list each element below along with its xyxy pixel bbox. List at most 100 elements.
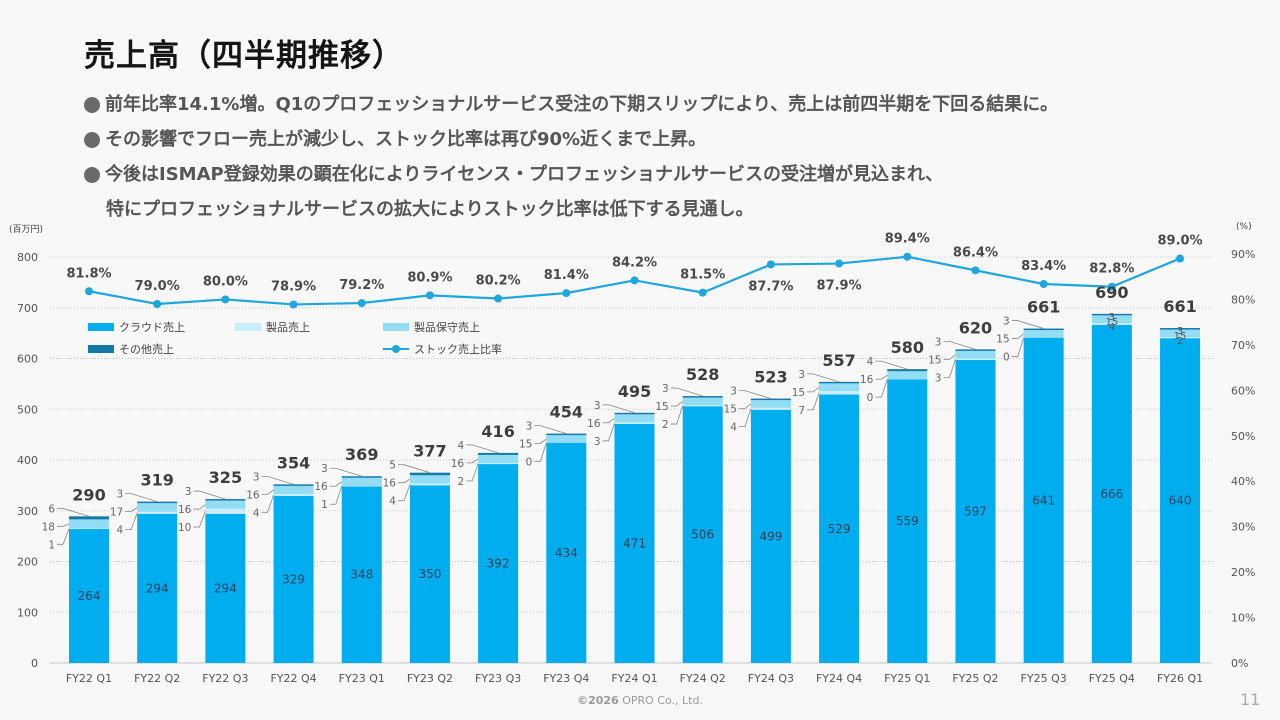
cloud-value-label: 294 [214,581,237,595]
total-value-label: 454 [550,403,583,422]
leader-line [738,408,752,427]
stock-ratio-label: 89.0% [1157,234,1202,249]
x-tick-label: FY23 Q3 [475,672,521,685]
total-value-label: 325 [209,468,242,487]
cloud-value-label: 348 [350,568,373,582]
product-value-label: 4 [730,422,737,434]
bar-segment-maintenance [137,503,178,512]
bar-segment-cloud [1023,337,1064,663]
bar-segment-other [341,476,382,478]
bar-segment-other [1160,328,1201,330]
bullet-text: 特にプロフェッショナルサービスの拡大によりストック比率は低下する見通し。 [106,199,754,220]
bar-segment-maintenance [819,383,860,391]
leader-line [875,360,908,370]
stock-ratio-point [835,259,844,268]
bar-segment-cloud [137,513,178,663]
total-value-label: 690 [1095,283,1128,302]
leader-line [261,489,274,495]
other-value-label: 4 [457,440,464,452]
bar-segment-product [409,483,450,486]
bar-segment-maintenance [478,454,519,464]
bar-segment-product [137,511,178,514]
bar-segment-maintenance [409,475,450,484]
page-number: 11 [1240,690,1261,709]
legend-label: 製品売上 [266,321,310,334]
stock-ratio-label: 87.9% [817,279,862,294]
bar-segment-maintenance [955,350,996,359]
leader-line [329,481,342,487]
leader-line [807,373,840,383]
x-tick-label: FY23 Q2 [407,672,453,685]
leader-line [738,403,752,409]
bullet-continuation: 特にプロフェッショナルサービスの拡大によりストック比率は低下する見通し。 [84,197,1058,232]
y-tick-label: 600 [17,353,38,366]
x-tick-label: FY24 Q1 [611,672,657,685]
bar-segment-maintenance [682,397,723,406]
leader-line [602,423,615,442]
leader-line [1011,320,1044,329]
footer-copyright: ©2026 OPRO Co., Ltd. [0,694,1280,707]
bar-segment-cloud [341,486,382,663]
stock-ratio-point [221,295,230,304]
product-value-label: 10 [178,522,191,534]
stock-ratio-point [562,289,571,298]
bar-segment-maintenance [1160,329,1201,338]
y2-tick-label: 0% [1231,657,1248,670]
product-value-label: 1 [321,499,328,511]
product-value-label: 4 [117,525,124,537]
stock-ratio-label: 80.9% [407,270,452,285]
legend-item-product: 製品売上 [235,320,310,334]
stock-ratio-point [289,300,298,309]
leader-line [466,463,479,482]
other-value-label: 5 [389,460,396,472]
bar-segment-other [819,381,860,384]
y2-tick-label: 40% [1231,475,1255,488]
leader-line [875,379,888,398]
leader-line [125,507,138,513]
product-value-label: 4 [389,496,396,508]
cloud-value-label: 350 [418,567,441,581]
cloud-value-label: 666 [1100,487,1123,501]
leader-line [125,493,158,502]
leader-line [329,486,343,505]
bar-segment-other [546,433,587,436]
stock-ratio-label: 83.4% [1021,259,1066,274]
bullet-dot-icon [84,167,100,183]
stock-ratio-point [766,260,775,269]
other-value-label: 3 [1177,326,1183,337]
total-value-label: 495 [618,382,651,401]
bar-segment-other [1023,328,1064,331]
leader-line [57,528,70,545]
bar-segment-other [205,499,246,501]
other-value-label: 3 [185,486,192,498]
product-value-label: 3 [594,436,601,448]
y2-tick-label: 10% [1231,612,1255,625]
bar-segment-maintenance [273,485,314,495]
other-value-label: 3 [798,369,805,381]
y-tick-label: 700 [17,302,38,315]
company-name: OPRO Co., Ltd. [622,694,703,707]
total-value-label: 620 [959,318,992,337]
leader-line [943,359,956,378]
leader-line [534,438,547,445]
stock-ratio-label: 79.2% [339,278,384,293]
leader-line [807,386,820,393]
total-value-label: 661 [1163,297,1196,316]
data-labels: 2646181290294317431929431610325329316435… [42,232,1203,603]
leader-line [57,523,70,527]
stock-ratio-point [903,252,912,261]
legend-item-other: その他売上 [88,342,174,356]
leader-line [534,442,547,463]
total-value-label: 528 [686,365,719,384]
leader-line [193,511,206,528]
stock-ratio-line [85,252,1185,309]
stock-ratio-point [698,288,707,297]
bar-segment-product [341,485,382,487]
stock-ratio-point [630,276,639,285]
other-value-label: 3 [253,471,260,483]
bar-segment-maintenance [1023,330,1064,338]
stock-ratio-label: 81.5% [680,268,725,283]
maintenance-value-label: 17 [110,507,123,519]
x-tick-label: FY23 Q1 [339,672,385,685]
other-value-label: 6 [48,503,55,515]
